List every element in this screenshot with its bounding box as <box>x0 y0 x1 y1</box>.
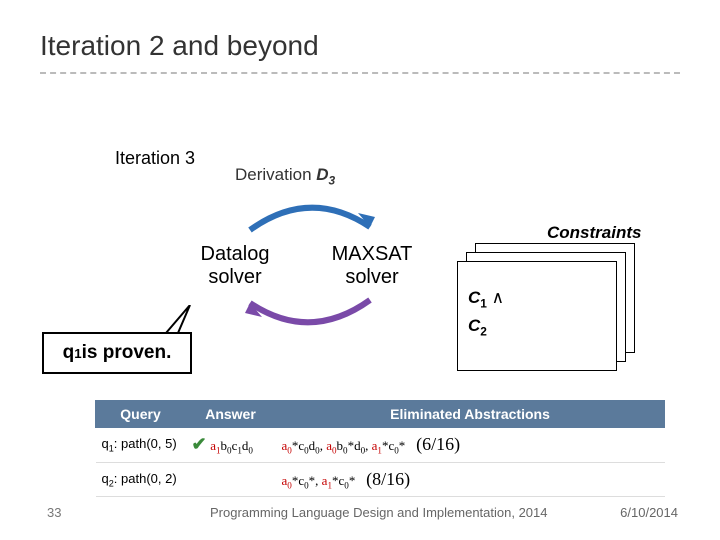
cell-answer: ✔ a1b0c1d0 <box>186 428 276 463</box>
constraints-body: C1 ∧C2 <box>468 285 504 342</box>
cell-eliminated: a0*c0d0, a0b0*d0, a1*c0* (6/16) <box>276 428 665 463</box>
datalog-solver-label: Datalog solver <box>190 243 280 289</box>
cell-query: q2: path(0, 2) <box>96 462 186 497</box>
col-query: Query <box>96 401 186 428</box>
cycle-arrow-bottom-icon <box>235 295 385 335</box>
slide-number: 33 <box>47 505 61 520</box>
check-icon: ✔ <box>192 434 207 454</box>
maxsat-solver-label: MAXSAT solver <box>322 243 422 289</box>
cell-answer <box>186 462 276 497</box>
callout-proven: q1 is proven. <box>42 332 192 374</box>
results-table: Query Answer Eliminated Abstractions q1:… <box>95 400 665 497</box>
table-body: q1: path(0, 5)✔ a1b0c1d0a0*c0d0, a0b0*d0… <box>96 428 665 497</box>
table-header-row: Query Answer Eliminated Abstractions <box>96 401 665 428</box>
col-elim: Eliminated Abstractions <box>276 401 665 428</box>
cycle-arrow-top-icon <box>235 195 385 235</box>
iteration-label: Iteration 3 <box>115 148 205 170</box>
title-underline <box>40 72 680 74</box>
constraints-title: Constraints <box>547 223 641 243</box>
cell-query: q1: path(0, 5) <box>96 428 186 463</box>
table-row: q1: path(0, 5)✔ a1b0c1d0a0*c0d0, a0b0*d0… <box>96 428 665 463</box>
footer-date: 6/10/2014 <box>620 505 678 520</box>
footer-text: Programming Language Design and Implemen… <box>210 505 548 520</box>
col-answer: Answer <box>186 401 276 428</box>
cell-eliminated: a0*c0*, a1*c0* (8/16) <box>276 462 665 497</box>
table-row: q2: path(0, 2) a0*c0*, a1*c0* (8/16) <box>96 462 665 497</box>
derivation-label: Derivation D3 <box>235 165 335 187</box>
page-title: Iteration 2 and beyond <box>40 30 319 62</box>
